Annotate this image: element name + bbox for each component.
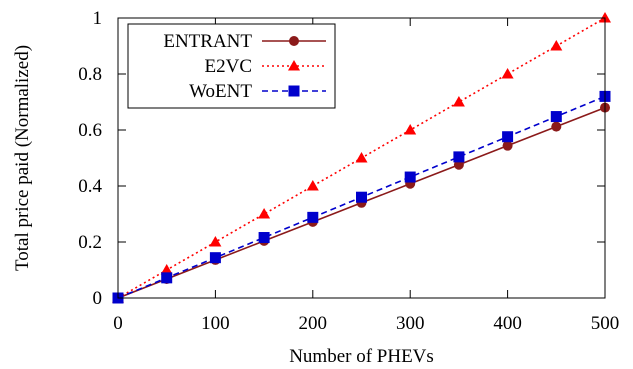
woent-legend-point bbox=[288, 85, 300, 97]
x-axis-title: Number of PHEVs bbox=[289, 346, 434, 367]
ticks-layer: 0 100 200 300 400 500 0 0.2 0.4 0.6 0.8 1 bbox=[78, 8, 619, 334]
e2vc-series-point bbox=[355, 152, 368, 163]
x-tick-label: 200 bbox=[299, 313, 328, 334]
woent-series-point bbox=[161, 272, 173, 284]
plot-frame bbox=[117, 17, 606, 299]
woent-series-point bbox=[209, 252, 221, 264]
woent-series-point bbox=[307, 211, 319, 223]
y-tick-label: 0 bbox=[93, 288, 103, 309]
e2vc-series-point bbox=[599, 12, 611, 23]
e2vc-series-point bbox=[258, 208, 271, 219]
y-axis-title: Total price paid (Normalized) bbox=[12, 45, 33, 271]
woent-series-point bbox=[502, 131, 514, 143]
woent-series-point bbox=[404, 171, 416, 183]
legend: ENTRANT E2VC WoENT bbox=[127, 23, 336, 109]
y-tick-label: 0.6 bbox=[78, 120, 102, 141]
x-tick-label: 100 bbox=[201, 313, 230, 334]
woent-series-point bbox=[356, 191, 367, 203]
e2vc-legend-point bbox=[288, 60, 300, 71]
entrant-series-point bbox=[551, 121, 562, 132]
e2vc-series-point bbox=[209, 236, 222, 247]
e2vc-series-point bbox=[452, 96, 465, 107]
woent-series-point bbox=[258, 232, 270, 244]
x-tick-label: 500 bbox=[591, 313, 620, 334]
woent-series-point bbox=[550, 111, 562, 123]
y-tick-label: 1 bbox=[93, 8, 103, 29]
e2vc-series-point bbox=[404, 124, 417, 135]
entrant-series-point bbox=[502, 140, 513, 151]
x-tick-label: 300 bbox=[396, 313, 425, 334]
legend-box bbox=[127, 23, 336, 109]
x-tick-label: 0 bbox=[113, 313, 123, 334]
entrant-legend-point bbox=[289, 36, 299, 46]
entrant-legend-label: ENTRANT bbox=[163, 31, 252, 52]
x-tick-label: 400 bbox=[493, 313, 522, 334]
y-tick-label: 0.4 bbox=[78, 176, 102, 197]
e2vc-series-point bbox=[160, 264, 173, 275]
woent-series-point bbox=[453, 151, 465, 163]
woent-legend-label: WoENT bbox=[189, 81, 252, 102]
e2vc-series-point bbox=[501, 68, 514, 79]
e2vc-series-point bbox=[550, 40, 563, 51]
y-tick-label: 0.2 bbox=[78, 232, 102, 253]
e2vc-series-point bbox=[306, 180, 319, 191]
y-tick-label: 0.8 bbox=[78, 64, 102, 85]
e2vc-legend-label: E2VC bbox=[205, 56, 253, 77]
